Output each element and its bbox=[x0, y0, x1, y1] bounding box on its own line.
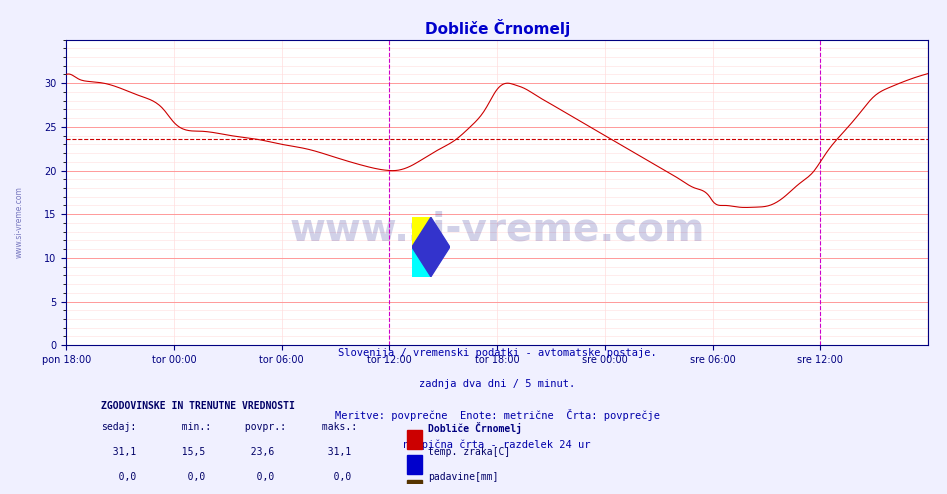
Text: 0,0: 0,0 bbox=[316, 472, 351, 482]
Text: www.si-vreme.com: www.si-vreme.com bbox=[290, 210, 705, 248]
Text: www.si-vreme.com: www.si-vreme.com bbox=[14, 186, 24, 258]
Text: Meritve: povprečne  Enote: metrične  Črta: povprečje: Meritve: povprečne Enote: metrične Črta:… bbox=[334, 409, 660, 421]
Bar bbox=[406, 480, 422, 494]
Text: ZGODOVINSKE IN TRENUTNE VREDNOSTI: ZGODOVINSKE IN TRENUTNE VREDNOSTI bbox=[100, 401, 295, 411]
Text: povpr.:: povpr.: bbox=[239, 421, 286, 432]
Text: 23,6: 23,6 bbox=[239, 447, 274, 456]
Polygon shape bbox=[412, 247, 431, 277]
Text: 15,5: 15,5 bbox=[170, 447, 205, 456]
Polygon shape bbox=[412, 217, 450, 277]
Text: 31,1: 31,1 bbox=[316, 447, 351, 456]
Text: 0,0: 0,0 bbox=[100, 472, 136, 482]
Text: min.:: min.: bbox=[170, 421, 211, 432]
Text: temp. zraka[C]: temp. zraka[C] bbox=[428, 447, 510, 456]
Text: navpična črta - razdelek 24 ur: navpična črta - razdelek 24 ur bbox=[403, 440, 591, 450]
Title: Dobliče Črnomelj: Dobliče Črnomelj bbox=[424, 19, 570, 37]
Text: 0,0: 0,0 bbox=[239, 472, 274, 482]
Text: padavine[mm]: padavine[mm] bbox=[428, 472, 499, 482]
Bar bbox=[406, 430, 422, 450]
Text: 0,0: 0,0 bbox=[170, 472, 205, 482]
Polygon shape bbox=[412, 217, 431, 247]
Text: zadnja dva dni / 5 minut.: zadnja dva dni / 5 minut. bbox=[420, 378, 575, 388]
Text: Dobliče Črnomelj: Dobliče Črnomelj bbox=[428, 421, 522, 434]
Text: maks.:: maks.: bbox=[316, 421, 357, 432]
Text: Slovenija / vremenski podatki - avtomatske postaje.: Slovenija / vremenski podatki - avtomats… bbox=[338, 348, 656, 358]
Text: 31,1: 31,1 bbox=[100, 447, 136, 456]
Text: sedaj:: sedaj: bbox=[100, 421, 136, 432]
Bar bbox=[406, 455, 422, 474]
